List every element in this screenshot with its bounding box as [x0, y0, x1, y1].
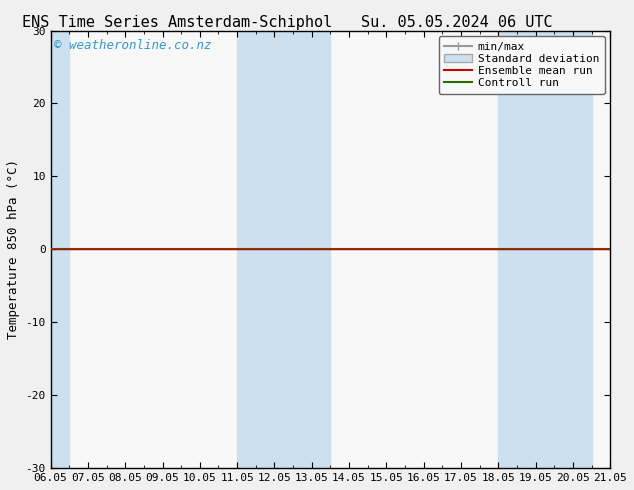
Y-axis label: Temperature 850 hPa (°C): Temperature 850 hPa (°C): [7, 159, 20, 340]
Bar: [498, 30, 592, 468]
Legend: min/max, Standard deviation, Ensemble mean run, Controll run: min/max, Standard deviation, Ensemble me…: [439, 36, 605, 94]
Text: ENS Time Series Amsterdam-Schiphol: ENS Time Series Amsterdam-Schiphol: [22, 15, 333, 30]
Bar: [32, 30, 69, 468]
Bar: [237, 30, 330, 468]
Text: © weatheronline.co.nz: © weatheronline.co.nz: [55, 39, 212, 52]
Text: Su. 05.05.2024 06 UTC: Su. 05.05.2024 06 UTC: [361, 15, 552, 30]
